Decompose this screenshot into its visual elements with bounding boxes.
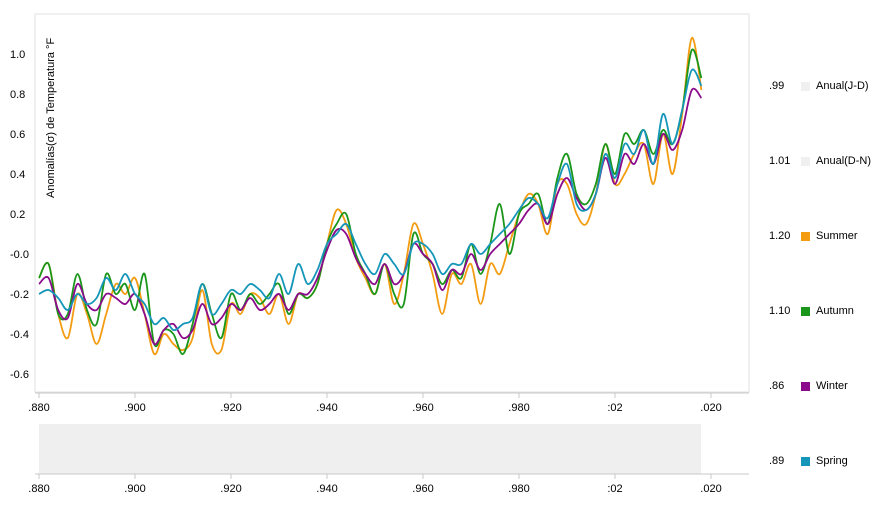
- y-tick-label: 0.4: [10, 169, 25, 181]
- x-tick-label: .900: [124, 483, 145, 495]
- x-tick-label: :02: [607, 402, 622, 414]
- legend-swatch: [801, 156, 810, 166]
- legend-item-winter[interactable]: .86 Winter: [769, 380, 848, 392]
- x-axis-ticks: .880 .900 .920 .940 .960 .980 :02 .020: [28, 393, 722, 414]
- legend-swatch: [801, 81, 810, 91]
- x-tick-label: .920: [220, 402, 241, 414]
- x-tick-label: .900: [124, 402, 145, 414]
- x-tick-label: :02: [607, 483, 622, 495]
- x-tick-label: .020: [700, 483, 721, 495]
- y-tick-label: 0.2: [10, 209, 25, 221]
- x-tick-label: .880: [28, 402, 49, 414]
- legend-label: Winter: [816, 380, 848, 392]
- y-axis-ticks: 1.0 0.8 0.6 0.4 0.2 -0.0 -0.2 -0.4 -0.6: [10, 49, 29, 381]
- legend: .99 Anual(J-D) 1.01 Anual(D-N) 1.20 Summer 1.1…: [769, 0, 884, 505]
- legend-item-anual-j-d[interactable]: .99 Anual(J-D): [769, 80, 869, 92]
- legend-label: Summer: [816, 230, 858, 242]
- legend-value: .89: [769, 455, 785, 467]
- legend-value: .99: [769, 80, 785, 92]
- legend-value: .86: [769, 380, 785, 392]
- navigator-range[interactable]: [39, 424, 701, 474]
- legend-swatch: [801, 456, 810, 466]
- navigator-ticks: .880 .900 .920 .940 .960 .980 :02 .020: [28, 474, 722, 495]
- legend-value: 1.01: [769, 155, 791, 167]
- legend-label: Anual(J-D): [816, 80, 869, 92]
- y-tick-label: 1.0: [10, 49, 25, 61]
- navigator[interactable]: .880 .900 .920 .940 .960 .980 :02 .020: [28, 424, 749, 495]
- legend-item-anual-d-n[interactable]: 1.01 Anual(D-N): [769, 155, 871, 167]
- y-tick-label: -0.0: [10, 249, 29, 261]
- legend-item-summer[interactable]: 1.20 Summer: [769, 230, 858, 242]
- legend-swatch: [801, 381, 810, 391]
- x-tick-label: .980: [508, 402, 529, 414]
- x-tick-label: .880: [28, 483, 49, 495]
- legend-swatch: [801, 306, 810, 316]
- series-line-autumn[interactable]: [38, 48, 703, 355]
- legend-value: 1.20: [769, 230, 791, 242]
- y-tick-label: -0.4: [10, 329, 29, 341]
- legend-value: 1.10: [769, 305, 791, 317]
- y-axis-label: Anomalías(σ) de Temperatura °F: [45, 38, 57, 198]
- legend-swatch: [801, 231, 810, 241]
- legend-label: Spring: [816, 455, 848, 467]
- series-lines: [38, 37, 703, 356]
- legend-item-autumn[interactable]: 1.10 Autumn: [769, 305, 854, 317]
- plot-area-frame: [34, 13, 750, 393]
- x-tick-label: .020: [700, 402, 721, 414]
- x-tick-label: .960: [412, 483, 433, 495]
- x-tick-label: .940: [316, 483, 337, 495]
- y-tick-label: -0.6: [10, 369, 29, 381]
- plot-area: [34, 13, 750, 393]
- legend-label: Autumn: [816, 305, 854, 317]
- y-tick-label: -0.2: [10, 289, 29, 301]
- x-tick-label: .920: [220, 483, 241, 495]
- y-tick-label: 0.8: [10, 89, 25, 101]
- y-tick-label: 0.6: [10, 129, 25, 141]
- x-tick-label: .980: [508, 483, 529, 495]
- legend-label: Anual(D-N): [816, 155, 872, 167]
- x-tick-label: .960: [412, 402, 433, 414]
- legend-item-spring[interactable]: .89 Spring: [769, 455, 848, 467]
- x-tick-label: .940: [316, 402, 337, 414]
- series-line-spring[interactable]: [38, 68, 703, 332]
